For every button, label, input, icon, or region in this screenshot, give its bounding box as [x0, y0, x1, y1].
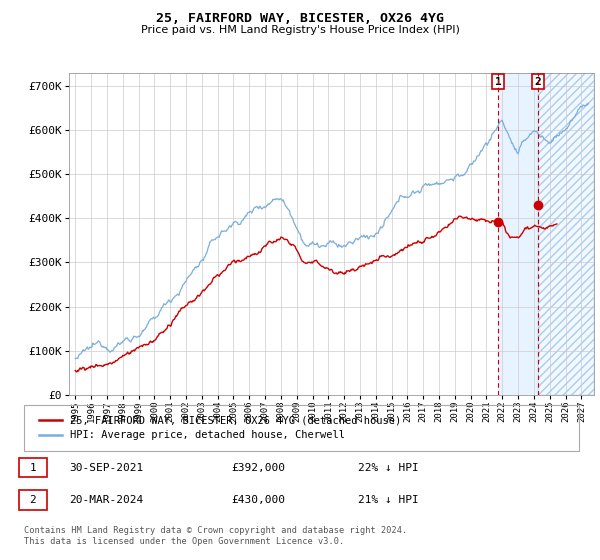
Bar	[538, 73, 594, 395]
Text: 2: 2	[535, 77, 541, 87]
FancyBboxPatch shape	[19, 491, 47, 510]
Bar	[499, 73, 538, 395]
Text: Contains HM Land Registry data © Crown copyright and database right 2024.
This d: Contains HM Land Registry data © Crown c…	[24, 526, 407, 546]
Text: 1: 1	[495, 77, 502, 87]
Text: £392,000: £392,000	[231, 463, 285, 473]
Text: 21% ↓ HPI: 21% ↓ HPI	[358, 495, 418, 505]
Bar	[538, 73, 594, 395]
Text: 22% ↓ HPI: 22% ↓ HPI	[358, 463, 418, 473]
Text: £430,000: £430,000	[231, 495, 285, 505]
Text: 25, FAIRFORD WAY, BICESTER, OX26 4YG: 25, FAIRFORD WAY, BICESTER, OX26 4YG	[156, 12, 444, 25]
Text: 2: 2	[29, 495, 36, 505]
Text: Price paid vs. HM Land Registry's House Price Index (HPI): Price paid vs. HM Land Registry's House …	[140, 25, 460, 35]
FancyBboxPatch shape	[19, 458, 47, 478]
Text: 1: 1	[29, 463, 36, 473]
Legend: 25, FAIRFORD WAY, BICESTER, OX26 4YG (detached house), HPI: Average price, detac: 25, FAIRFORD WAY, BICESTER, OX26 4YG (de…	[35, 411, 406, 445]
Text: 20-MAR-2024: 20-MAR-2024	[70, 495, 144, 505]
Text: 30-SEP-2021: 30-SEP-2021	[70, 463, 144, 473]
